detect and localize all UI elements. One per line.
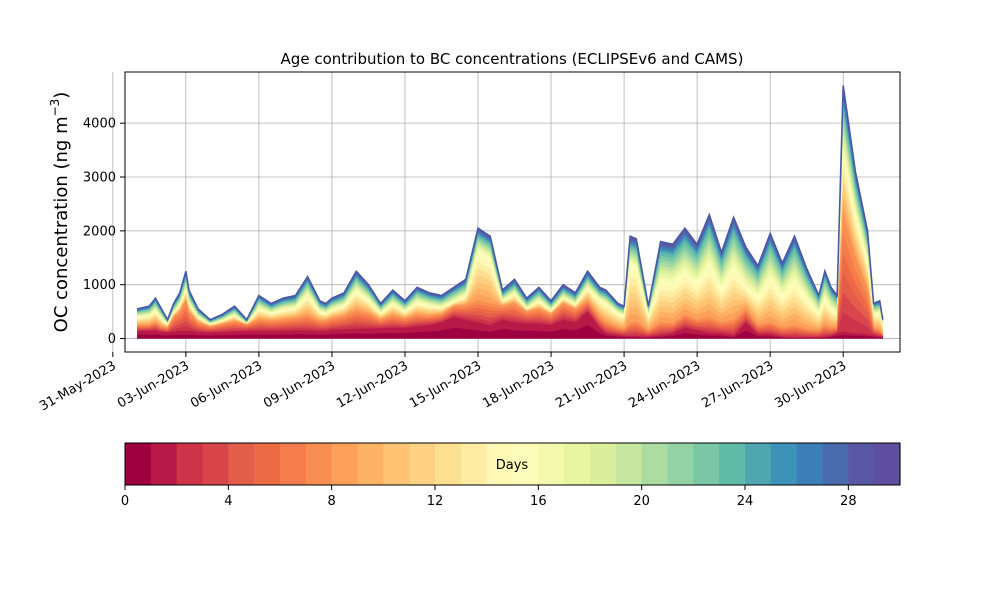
colorbar-segment: [254, 443, 281, 485]
y-tick-label: 0: [108, 332, 116, 347]
chart-title: Age contribution to BC concentrations (E…: [281, 50, 744, 68]
colorbar-segment: [176, 443, 204, 485]
colorbar-segment: [435, 443, 462, 485]
colorbar-segment: [280, 443, 307, 485]
colorbar-segment: [538, 443, 565, 485]
x-tick-label: 31-May-2023: [37, 358, 119, 414]
colorbar-label: Days: [496, 458, 529, 473]
colorbar-segment: [590, 443, 617, 485]
colorbar-segment: [615, 443, 643, 485]
x-tick-label: 27-Jun-2023: [699, 358, 776, 411]
x-axis: 31-May-202303-Jun-202306-Jun-202309-Jun-…: [37, 352, 849, 414]
colorbar-frame: [124, 442, 901, 486]
x-tick-label: 12-Jun-2023: [334, 358, 411, 411]
colorbar-tick-label: 16: [530, 494, 547, 509]
colorbar-segment: [486, 443, 514, 485]
colorbar-segment: [305, 443, 333, 485]
x-tick-label: 03-Jun-2023: [115, 358, 192, 411]
colorbar-segment: [409, 443, 436, 485]
colorbar-tick-label: 28: [840, 494, 857, 509]
colorbar-tick-label: 24: [737, 494, 754, 509]
colorbar-segment: [357, 443, 384, 485]
colorbar-tick-label: 12: [427, 494, 444, 509]
colorbar-segment: [848, 443, 875, 485]
y-axis-label-close: ): [51, 92, 72, 99]
y-tick-label: 2000: [83, 224, 116, 239]
stacked-age-areas: [137, 85, 884, 339]
y-axis: 0 1000 2000 3000 4000: [83, 117, 125, 347]
colorbar-segment: [202, 443, 229, 485]
colorbar-segment: [125, 443, 152, 485]
x-tick-label: 21-Jun-2023: [553, 358, 630, 411]
plot-frame: [124, 71, 901, 353]
x-tick-label: 06-Jun-2023: [188, 358, 265, 411]
x-tick-label: 30-Jun-2023: [772, 358, 849, 411]
x-tick-label: 24-Jun-2023: [626, 358, 703, 411]
colorbar-segment: [770, 443, 798, 485]
colorbar-tick-label: 0: [121, 494, 129, 509]
colorbar-segment: [641, 443, 669, 485]
colorbar-segment: [460, 443, 488, 485]
colorbar-tick-label: 8: [328, 494, 336, 509]
colorbar-tick-label: 20: [633, 494, 650, 509]
y-tick-label: 1000: [83, 278, 116, 293]
x-tick-label: 15-Jun-2023: [407, 358, 484, 411]
colorbar-segment: [564, 443, 591, 485]
x-tick-label: 09-Jun-2023: [261, 358, 338, 411]
age-band-area: [137, 324, 883, 339]
colorbar-segment: [874, 443, 901, 485]
total-concentration-line: [137, 85, 884, 322]
x-tick-label: 18-Jun-2023: [480, 358, 557, 411]
y-tick-label: 4000: [83, 117, 116, 132]
colorbar-segment: [331, 443, 359, 485]
colorbar-segment: [693, 443, 720, 485]
colorbar-segment: [667, 443, 694, 485]
colorbar-segment: [719, 443, 746, 485]
y-axis-label: OC concentration (ng m−3): [48, 92, 72, 333]
y-axis-label-superscript: −3: [48, 99, 62, 117]
colorbar-segment: [150, 443, 178, 485]
colorbar: 0 4 8 12 16 20 24 28: [121, 442, 901, 509]
colorbar-segment: [745, 443, 772, 485]
y-tick-label: 3000: [83, 171, 116, 186]
colorbar-segment: [512, 443, 539, 485]
colorbar-segment: [228, 443, 255, 485]
colorbar-segment: [383, 443, 410, 485]
y-axis-label-text: OC concentration (ng m: [51, 116, 72, 332]
colorbar-segment: [796, 443, 824, 485]
colorbar-tick-label: 4: [224, 494, 232, 509]
colorbar-segment: [822, 443, 849, 485]
